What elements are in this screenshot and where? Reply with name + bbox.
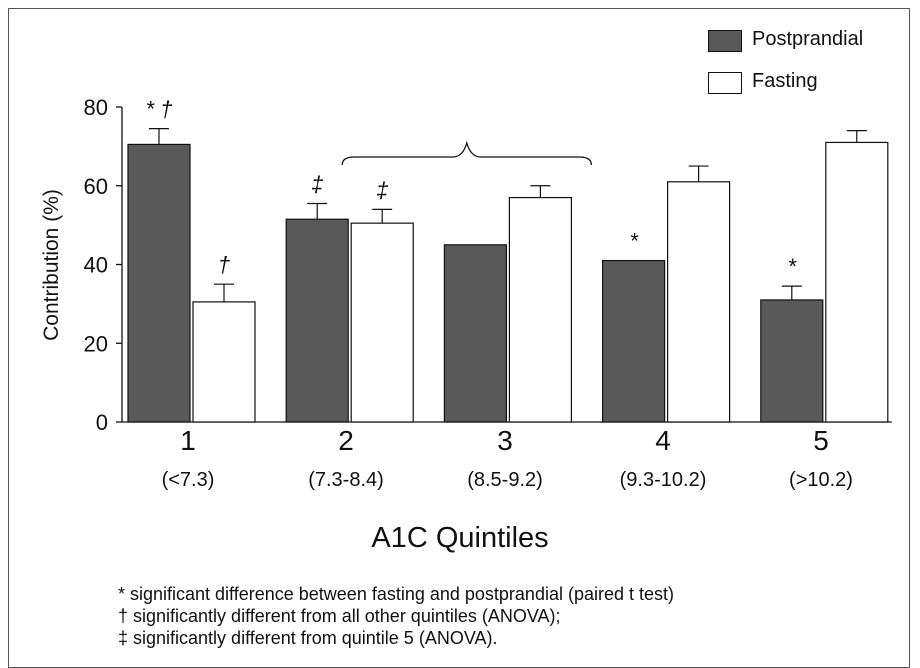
x-axis-label: A1C Quintiles <box>371 522 549 554</box>
bar-fasting-q2 <box>350 222 414 423</box>
y-tick-label-60: 60 <box>84 174 108 199</box>
x-tick-label-1: 1 <box>180 425 196 456</box>
bar-postprandial-q2 <box>285 218 349 423</box>
bar-fasting-q4 <box>666 181 731 423</box>
x-tick-label-2: 2 <box>338 425 354 456</box>
bar-fasting-q5 <box>825 141 889 423</box>
footnote-1: * significant difference between fasting… <box>118 584 675 604</box>
bracket-q2-q3 <box>341 140 593 166</box>
legend-swatch-postprandial <box>708 30 742 52</box>
legend-swatch-fasting <box>708 72 742 94</box>
x-tick-label-3: 3 <box>497 425 513 456</box>
significance-marker-fasting-q1: † <box>218 252 230 277</box>
footnote-3: ‡ significantly different from quintile … <box>118 628 498 648</box>
y-tick-label-80: 80 <box>84 95 108 120</box>
bar-postprandial-q3 <box>443 244 507 423</box>
x-range-label-5: (>10.2) <box>789 469 853 491</box>
bar-postprandial-q4 <box>601 259 666 423</box>
y-tick-label-20: 20 <box>84 331 108 356</box>
legend-label-fasting: Fasting <box>752 70 818 92</box>
bar-postprandial-q5 <box>760 299 824 423</box>
x-range-label-1: (<7.3) <box>161 469 215 491</box>
x-range-label-2: (7.3-8.4) <box>308 469 384 491</box>
x-range-label-4: (9.3-10.2) <box>619 469 707 491</box>
x-tick-label-5: 5 <box>813 425 829 456</box>
y-tick-label-40: 40 <box>84 253 108 278</box>
legend-label-postprandial: Postprandial <box>752 28 864 50</box>
y-axis-label: Contribution (%) <box>40 189 63 341</box>
bar-postprandial-q1 <box>127 143 191 423</box>
significance-marker-postprandial-q1: * † <box>146 97 173 122</box>
x-tick-label-4: 4 <box>655 425 671 456</box>
y-tick-label-0: 0 <box>96 410 108 435</box>
bar-fasting-q1 <box>192 301 256 423</box>
footnote-2: † significantly different from all other… <box>118 606 561 626</box>
bar-fasting-q3 <box>508 196 572 423</box>
x-range-label-3: (8.5-9.2) <box>467 469 543 491</box>
significance-marker-postprandial-q2: ‡ <box>311 171 323 196</box>
significance-marker-postprandial-q5: * <box>788 254 798 279</box>
significance-marker-postprandial-q4: * <box>629 229 639 254</box>
significance-marker-fasting-q2: ‡ <box>376 177 388 202</box>
